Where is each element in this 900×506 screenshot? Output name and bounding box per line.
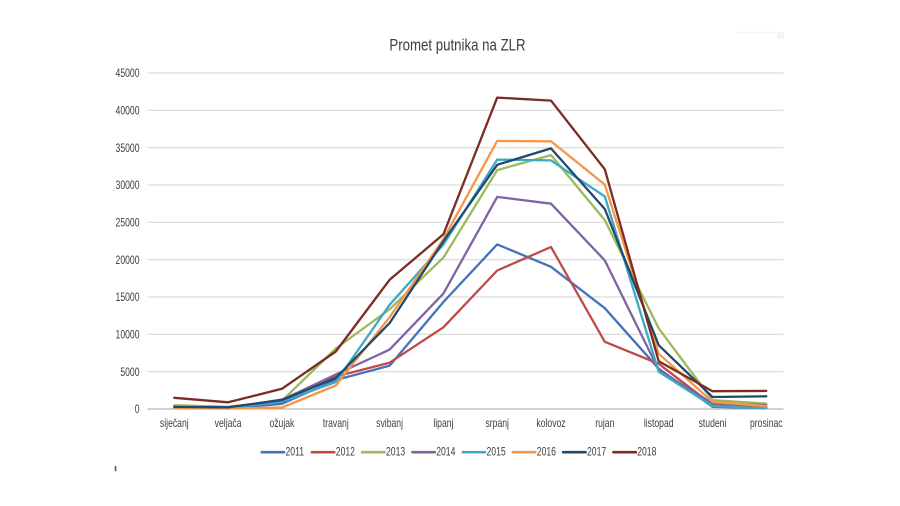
svg-text:veljača: veljača bbox=[215, 418, 242, 430]
svg-text:2018: 2018 bbox=[637, 446, 656, 458]
svg-text:2011: 2011 bbox=[286, 446, 305, 458]
svg-text:45000: 45000 bbox=[116, 68, 140, 80]
svg-text:2012: 2012 bbox=[336, 446, 355, 458]
svg-text:studeni: studeni bbox=[699, 418, 727, 430]
svg-text:40000: 40000 bbox=[116, 105, 140, 117]
svg-text:ožujak: ožujak bbox=[269, 418, 295, 430]
svg-text:2017: 2017 bbox=[587, 446, 606, 458]
svg-text:travanj: travanj bbox=[323, 418, 349, 430]
svg-text:2013: 2013 bbox=[386, 446, 405, 458]
svg-text:5000: 5000 bbox=[120, 367, 139, 379]
svg-text:lipanj: lipanj bbox=[433, 418, 453, 430]
svg-text:svibanj: svibanj bbox=[376, 418, 403, 430]
svg-text:2015: 2015 bbox=[487, 446, 506, 458]
svg-text:srpanj: srpanj bbox=[485, 418, 508, 430]
svg-text:siječanj: siječanj bbox=[160, 418, 189, 430]
svg-text:0: 0 bbox=[135, 404, 140, 416]
svg-text:30000: 30000 bbox=[116, 180, 140, 192]
svg-text:prosinac: prosinac bbox=[750, 418, 783, 430]
svg-text:2016: 2016 bbox=[537, 446, 556, 458]
svg-text:10000: 10000 bbox=[116, 329, 140, 341]
svg-text:25000: 25000 bbox=[116, 217, 140, 229]
svg-text:2014: 2014 bbox=[436, 446, 455, 458]
svg-text:Promet putnika na ZLR: Promet putnika na ZLR bbox=[389, 36, 525, 55]
svg-text:35000: 35000 bbox=[116, 143, 140, 155]
svg-text:kolovoz: kolovoz bbox=[536, 418, 565, 430]
svg-text:15000: 15000 bbox=[116, 292, 140, 304]
svg-text:rujan: rujan bbox=[595, 418, 614, 430]
svg-text:20000: 20000 bbox=[116, 255, 140, 267]
svg-text:listopad: listopad bbox=[644, 418, 674, 430]
